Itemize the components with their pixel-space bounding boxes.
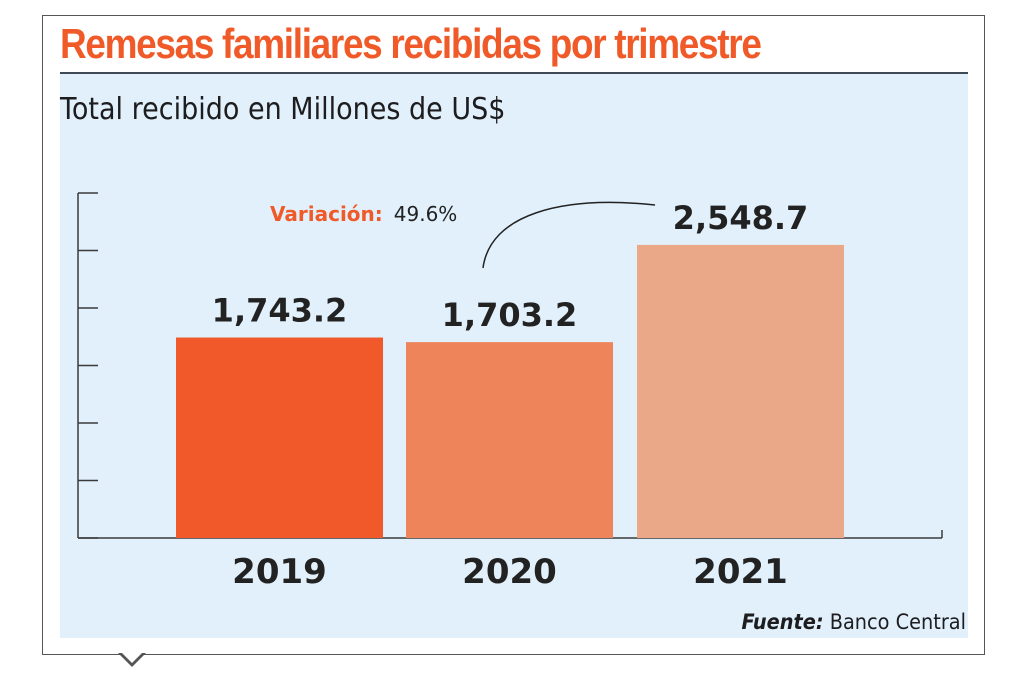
variation-value: 49.6% bbox=[394, 202, 458, 226]
frame-pointer bbox=[118, 651, 146, 667]
source-value: Banco Central bbox=[829, 610, 966, 634]
value-label-2021: 2,548.7 bbox=[673, 199, 809, 237]
source-label: Fuente: bbox=[741, 610, 824, 634]
category-label-2019: 2019 bbox=[232, 552, 327, 592]
variation-label: Variación: bbox=[270, 202, 383, 226]
labels: 1,743.2 2019 1,703.2 2020 2,548.7 2021 bbox=[212, 199, 809, 592]
category-label-2021: 2021 bbox=[693, 552, 788, 592]
title-rule bbox=[60, 72, 968, 74]
source-note: Fuente: Banco Central bbox=[742, 610, 966, 634]
variation-arc bbox=[482, 201, 656, 269]
chart-subtitle: Total recibido en Millones de US$ bbox=[60, 92, 506, 127]
chart-title: Remesas familiares recibidas por trimest… bbox=[60, 20, 762, 67]
value-label-2020: 1,703.2 bbox=[442, 296, 578, 334]
bar-2019 bbox=[176, 337, 383, 538]
bar-2021 bbox=[637, 244, 844, 538]
bars bbox=[176, 244, 844, 538]
value-label-2019: 1,743.2 bbox=[212, 292, 348, 330]
svg-text:Variación: 49.6%: Variación: 49.6% bbox=[270, 202, 457, 226]
category-label-2020: 2020 bbox=[462, 552, 557, 592]
bar-2020 bbox=[406, 342, 613, 538]
